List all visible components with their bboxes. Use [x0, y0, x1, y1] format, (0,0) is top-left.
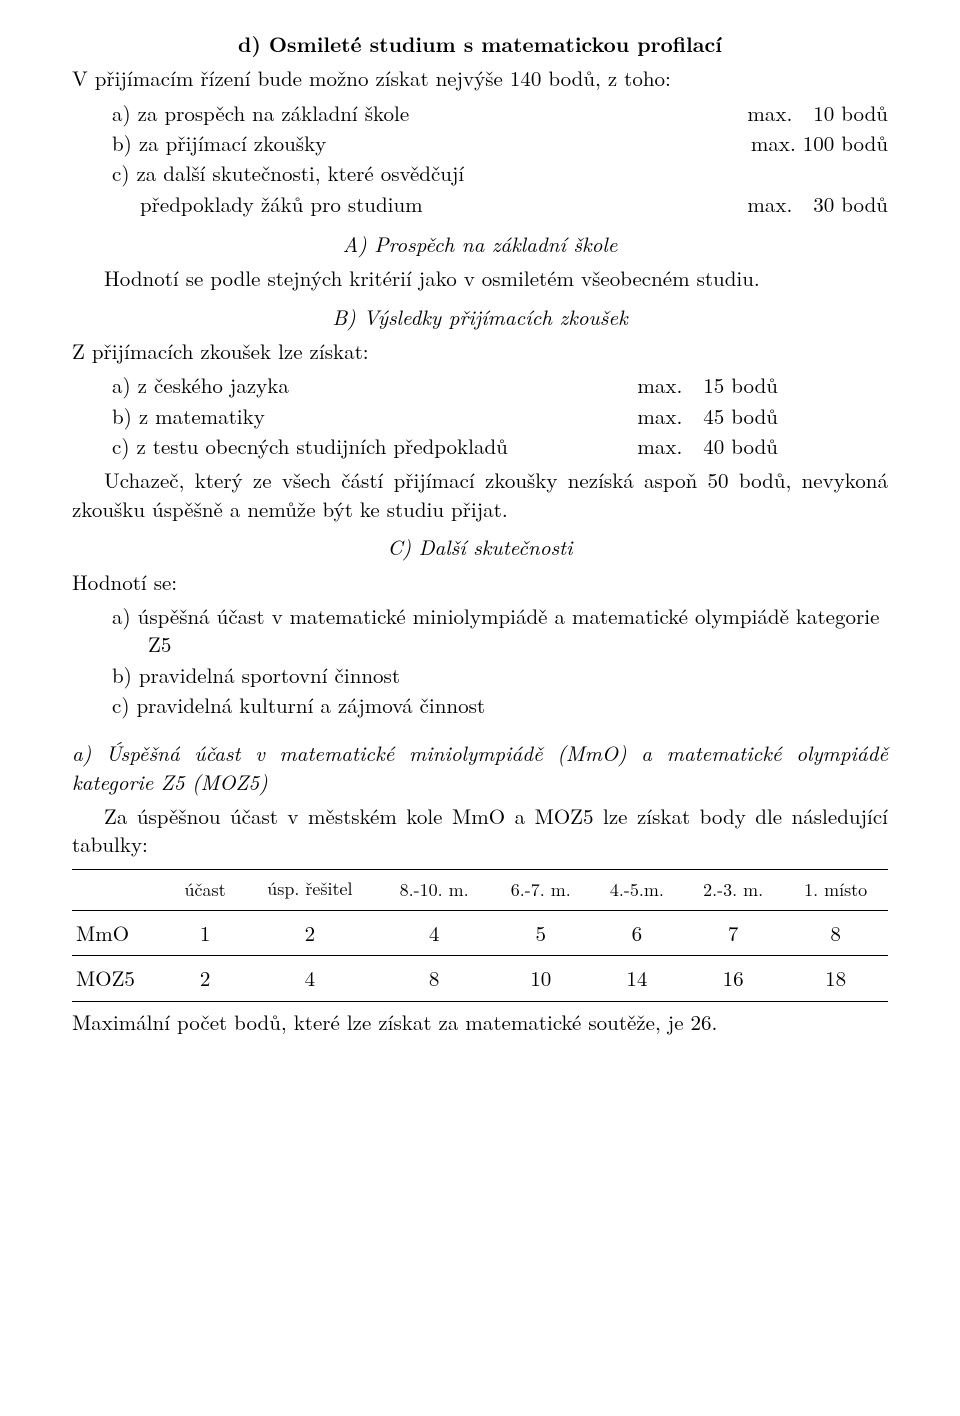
- list-item: c) z testu obecných studijních předpokla…: [72, 432, 888, 460]
- subsubsection-a-heading: a) Úspěšná účast v matematické miniolymp…: [72, 739, 888, 796]
- subsection-c-heading: C) Další skutečnosti: [72, 533, 888, 561]
- table-header: 6.-7. m.: [491, 869, 591, 910]
- list-item: předpoklady žáků pro studium max. 30 bod…: [72, 190, 888, 218]
- list-item: b) z matematiky max. 45 bodů: [72, 402, 888, 430]
- intro-paragraph: V přijímacím řízení bude možno získat ne…: [72, 64, 888, 92]
- section-d-heading: d) Osmileté studium s matematickou profi…: [72, 30, 888, 58]
- item-value: max. 30 bodů: [747, 190, 888, 218]
- table-cell: MOZ5: [72, 956, 168, 1001]
- points-table: účast úsp. řešitel 8.-10. m. 6.-7. m. 4.…: [72, 869, 888, 1002]
- subsection-b-lead: Z přijímacích zkoušek lze získat:: [72, 337, 888, 365]
- table-header: úsp. řešitel: [242, 869, 378, 910]
- list-item: a) z českého jazyka max. 15 bodů: [72, 371, 888, 399]
- table-cell: 4: [242, 956, 378, 1001]
- table-header: účast: [168, 869, 242, 910]
- table-header-row: účast úsp. řešitel 8.-10. m. 6.-7. m. 4.…: [72, 869, 888, 910]
- item-value: max. 45 bodů: [637, 402, 778, 430]
- table-header: 8.-10. m.: [378, 869, 491, 910]
- table-row: MmO 1 2 4 5 6 7 8: [72, 910, 888, 955]
- list-item: a) za prospěch na základní škole max. 10…: [72, 99, 888, 127]
- item-value: max. 40 bodů: [637, 432, 778, 460]
- table-header: 4.-5.m.: [591, 869, 683, 910]
- list-item: b) pravidelná sportovní činnost: [72, 661, 888, 689]
- item-label: c) za další skutečnosti, které osvědčují: [112, 158, 464, 188]
- table-cell: 1: [168, 910, 242, 955]
- item-value: max. 100 bodů: [751, 129, 888, 157]
- table-cell: 8: [378, 956, 491, 1001]
- table-header: [72, 869, 168, 910]
- list-item: b) za přijímací zkoušky max. 100 bodů: [72, 129, 888, 157]
- closing-paragraph: Maximální počet bodů, které lze získat z…: [72, 1008, 888, 1036]
- page: d) Osmileté studium s matematickou profi…: [0, 0, 960, 1416]
- item-label: b) za přijímací zkoušky: [112, 129, 326, 157]
- subsection-a-heading: A) Prospěch na základní škole: [72, 230, 888, 258]
- item-label: předpoklady žáků pro studium: [140, 190, 423, 218]
- list-item: a) úspěšná účast v matematické miniolymp…: [72, 602, 888, 659]
- item-value: max. 15 bodů: [637, 371, 778, 399]
- subsection-b-heading: B) Výsledky přijímacích zkoušek: [72, 303, 888, 331]
- subsubsection-a-paragraph: Za úspěšnou účast v městském kole MmO a …: [72, 802, 888, 859]
- subsection-c-list: a) úspěšná účast v matematické miniolymp…: [72, 602, 888, 719]
- subsection-c-lead: Hodnotí se:: [72, 568, 888, 596]
- item-label: a) z českého jazyka: [112, 371, 289, 399]
- item-label: a) za prospěch na základní škole: [112, 99, 409, 127]
- table-cell: 5: [491, 910, 591, 955]
- list-item: c) pravidelná kulturní a zájmová činnost: [72, 691, 888, 719]
- item-label: c) z testu obecných studijních předpokla…: [112, 432, 508, 460]
- subsection-a-paragraph: Hodnotí se podle stejných kritérií jako …: [72, 264, 888, 292]
- table-cell: 14: [591, 956, 683, 1001]
- table-cell: 2: [168, 956, 242, 1001]
- table-cell: 16: [683, 956, 783, 1001]
- table-row: MOZ5 2 4 8 10 14 16 18: [72, 956, 888, 1001]
- list-item: c) za další skutečnosti, které osvědčují: [72, 159, 888, 187]
- table-cell: 18: [783, 956, 888, 1001]
- item-value: max. 10 bodů: [747, 99, 888, 127]
- subsection-b-tail: Uchazeč, který ze všech částí přijímací …: [72, 466, 888, 523]
- points-list-abc: a) za prospěch na základní škole max. 10…: [72, 99, 888, 218]
- table-cell: 10: [491, 956, 591, 1001]
- table-cell: 2: [242, 910, 378, 955]
- item-label: b) z matematiky: [112, 402, 265, 430]
- table-header: 1. místo: [783, 869, 888, 910]
- table-header: 2.-3. m.: [683, 869, 783, 910]
- table-cell: MmO: [72, 910, 168, 955]
- table-cell: 4: [378, 910, 491, 955]
- points-list-b: a) z českého jazyka max. 15 bodů b) z ma…: [72, 371, 888, 460]
- table-cell: 7: [683, 910, 783, 955]
- table-cell: 8: [783, 910, 888, 955]
- table-cell: 6: [591, 910, 683, 955]
